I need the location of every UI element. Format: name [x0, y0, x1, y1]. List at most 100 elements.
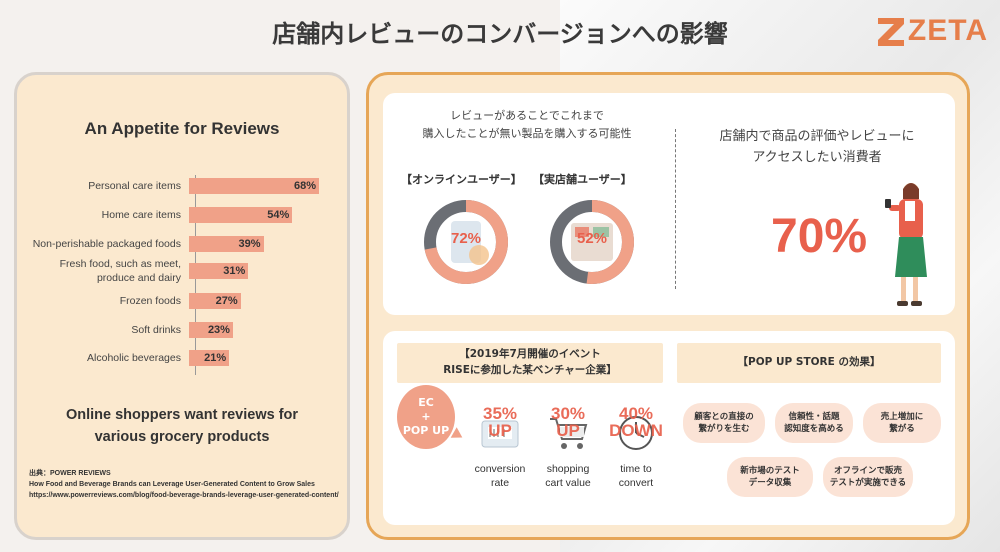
bar: 68%: [189, 178, 319, 194]
card-divider: [675, 129, 676, 289]
bar-row: Non-perishable packaged foods 39%: [17, 233, 347, 255]
bar-value-label: 27%: [215, 295, 238, 307]
chart-title: An Appetite for Reviews: [84, 119, 280, 138]
stat-label-line: shopping: [546, 463, 590, 475]
bar-category-label: Frozen foods: [119, 294, 181, 307]
effect-line: データ収集: [748, 478, 792, 488]
effect-pill: 売上増加に 繋がる: [863, 403, 941, 443]
store-donut-arc: [550, 200, 634, 284]
store-percentage: 52%: [576, 230, 608, 247]
event-heading-line: 【2019年7月開催のイベント: [459, 348, 601, 361]
bar-row: Soft drinks 23%: [17, 319, 347, 341]
cart-value-stat: 30% UP shopping cart value: [533, 405, 603, 490]
bar-value-label: 21%: [204, 352, 227, 364]
scanner-icon: [481, 420, 519, 448]
cart-value-label: shopping cart value: [533, 463, 603, 490]
ec-popup-bubble: EC + POP UP: [397, 385, 455, 449]
stat-label-line: convert: [618, 476, 654, 489]
stat-value-line: UP: [556, 421, 580, 440]
product-icon: [575, 227, 589, 237]
source-citation: 出典：POWER REVIEWS How Food and Beverage B…: [29, 469, 341, 502]
bar-value-label: 23%: [207, 324, 230, 336]
stat-value-line: 40%: [618, 404, 654, 423]
conversion-stat: 35% UP conversion rate: [465, 405, 535, 490]
bar-row: Personal care items 68%: [17, 175, 347, 197]
source-url: https://www.powerreviews.com/blog/food-b…: [29, 491, 339, 499]
online-donut-svg: [424, 200, 508, 284]
bar-category-label: Soft drinks: [131, 323, 181, 336]
stat-label-line: conversion: [474, 463, 526, 475]
bar-category-label: Personal care items: [88, 179, 181, 192]
question-line: アクセスしたい消費者: [752, 149, 882, 165]
zeta-logo: ZETA: [877, 14, 988, 48]
store-donut-chart: 52%: [547, 197, 637, 287]
question-line: レビューがあることでこれまで: [450, 109, 604, 122]
bar: 31%: [189, 263, 249, 279]
ec-bubble-line: EC: [418, 396, 434, 410]
chart-subheading: Online shoppers want reviews for various…: [17, 405, 347, 449]
in-store-access-question: 店舗内で商品の評価やレビューに アクセスしたい消費者: [683, 127, 951, 169]
effect-line: 繋がりを生む: [698, 424, 750, 434]
purchase-question: レビューがあることでこれまで 購入したことが無い製品を購入する可能性: [393, 107, 661, 142]
cart-value-value: 30% UP: [533, 405, 603, 439]
clock-icon: [619, 416, 653, 450]
effect-line: 繋がる: [889, 424, 915, 434]
stat-label-line: cart value: [545, 476, 591, 489]
review-stats-card: レビューがあることでこれまで 購入したことが無い製品を購入する可能性 【オンライ…: [383, 93, 955, 315]
online-donut-arc: [424, 200, 508, 284]
product-icon: [593, 227, 609, 237]
page-title: 店舗内レビューのコンバージョンへの影響: [272, 20, 728, 48]
effect-line: 新市場のテスト: [740, 465, 800, 476]
ec-bubble-line: +: [421, 410, 431, 424]
bar-category-label: Alcoholic beverages: [87, 351, 181, 364]
food-icon: [469, 245, 489, 265]
logo-text: ZETA: [907, 14, 988, 47]
subheading-line: various grocery products: [94, 428, 270, 445]
effect-line: 顧客との直接の: [694, 411, 754, 422]
effect-pill: 顧客との直接の 繋がりを生む: [683, 403, 765, 443]
event-heading: 【2019年7月開催のイベント RISEに参加した某ベンチャー企業】: [397, 343, 663, 383]
effect-line: 信頼性・話題: [788, 411, 840, 422]
effect-line: オフラインで販売: [833, 465, 902, 476]
bar-row: Fresh food, such as meet, produce and dai…: [17, 257, 347, 284]
online-donut-chart: 72%: [421, 197, 511, 287]
stat-value-line: 35%: [482, 404, 518, 423]
zeta-logo-mark-icon: [877, 18, 904, 46]
bar: 23%: [189, 322, 233, 338]
bar-value-label: 68%: [293, 180, 316, 192]
stat-value-line: UP: [488, 421, 512, 440]
conversion-value: 35% UP: [465, 405, 535, 439]
effect-pill: 新市場のテスト データ収集: [727, 457, 813, 497]
bar: 54%: [189, 207, 293, 223]
stat-label-line: time to: [620, 463, 652, 475]
conversion-panel: レビューがあることでこれまで 購入したことが無い製品を購入する可能性 【オンライ…: [366, 72, 970, 540]
bar-category-label: Non-perishable packaged foods: [32, 237, 181, 250]
online-percentage: 72%: [450, 230, 482, 247]
subheading-line: Online shoppers want reviews for: [65, 407, 299, 423]
store-donut-svg: [550, 200, 634, 284]
bar-category-label: Home care items: [101, 208, 181, 221]
stat-value-line: 30%: [550, 404, 586, 423]
effect-line: テストが実施できる: [829, 478, 907, 488]
ec-bubble-line: POP UP: [402, 423, 450, 437]
bar: 27%: [189, 293, 241, 309]
time-to-convert-stat: 40% DOWN time to convert: [601, 405, 671, 490]
effect-pill: オフラインで販売 テストが実施できる: [823, 457, 913, 497]
stat-value-line: DOWN: [609, 421, 663, 440]
stat-label-line: rate: [490, 476, 510, 489]
online-user-label: 【オンラインユーザー】: [401, 173, 522, 186]
time-to-convert-value: 40% DOWN: [601, 405, 671, 439]
question-line: 店舗内で商品の評価やレビューに: [719, 129, 915, 144]
event-heading-line: RISEに参加した某ベンチャー企業】: [443, 364, 617, 376]
conversion-label: conversion rate: [465, 463, 535, 490]
popup-effects-heading: 【POP UP STORE の効果】: [677, 343, 941, 383]
source-title: How Food and Beverage Brands can Leverag…: [29, 480, 315, 488]
source-label: 出典：POWER REVIEWS: [29, 470, 111, 477]
question-line: 購入したことが無い製品を購入する可能性: [422, 126, 632, 140]
woman-with-phone-icon: [885, 183, 927, 306]
bar-category-label: Fresh food, such as meet, produce and dai…: [59, 257, 181, 284]
reviews-chart-panel: An Appetite for Reviews Personal care it…: [14, 72, 350, 540]
consumer-percentage: 70%: [771, 210, 868, 263]
cart-icon: [550, 418, 588, 449]
time-to-convert-label: time to convert: [601, 463, 671, 490]
